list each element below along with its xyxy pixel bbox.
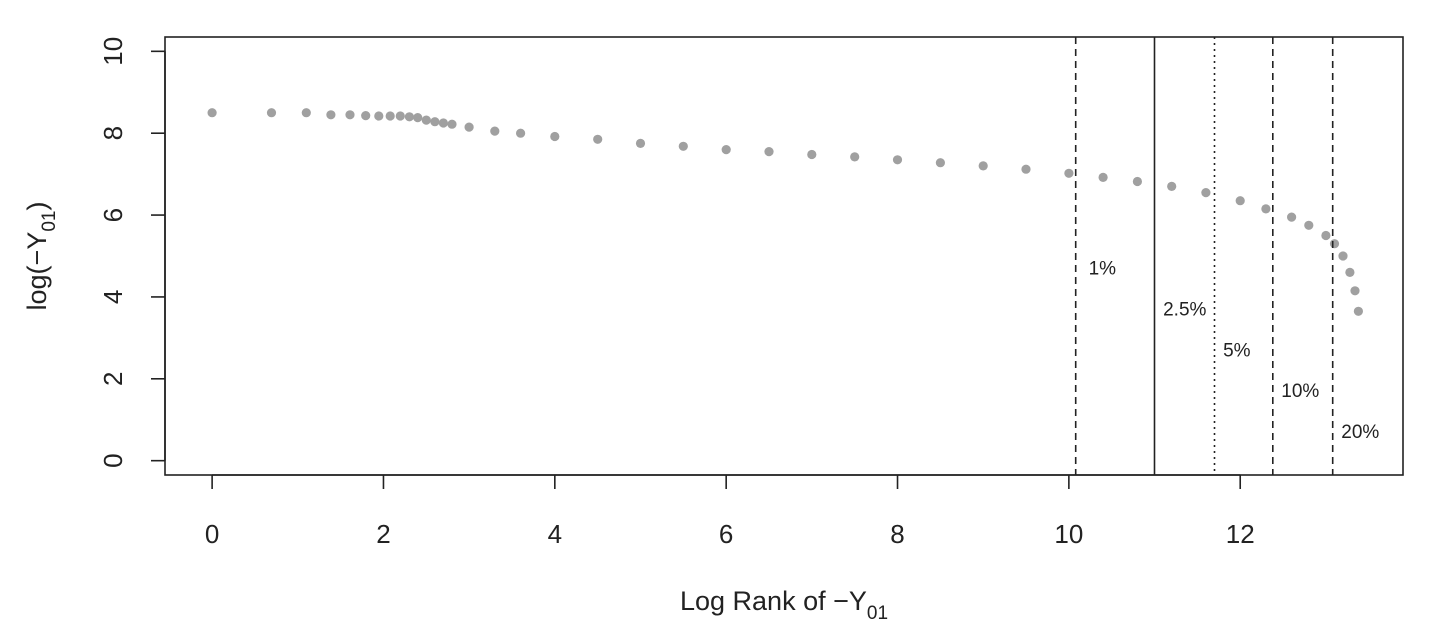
- data-point: [345, 110, 355, 120]
- data-point: [447, 119, 457, 129]
- x-tick-label: 4: [548, 519, 562, 549]
- reference-lines: 1% 2.5% 5% 10% 20%: [1074, 37, 1379, 475]
- data-point: [1098, 172, 1108, 182]
- x-tick-label: 10: [1054, 519, 1083, 549]
- y-tick-label: 8: [98, 126, 128, 140]
- data-point: [978, 161, 988, 171]
- data-point: [550, 131, 560, 142]
- y-axis: 0 2 4 6 8 10: [98, 37, 166, 468]
- data-point: [326, 110, 336, 120]
- x-tick-label: 2: [376, 519, 390, 549]
- data-point: [464, 122, 474, 132]
- y-axis-title: log(−Y01): [22, 202, 60, 311]
- data-point: [678, 141, 688, 151]
- data-point: [935, 158, 946, 168]
- data-point: [807, 149, 817, 160]
- data-point: [301, 108, 311, 118]
- data-point: [850, 152, 860, 162]
- data-point: [1261, 204, 1271, 214]
- data-point: [516, 128, 526, 138]
- data-point: [764, 147, 774, 157]
- x-axis: 0 2 4 6 8 10 12: [205, 474, 1255, 549]
- reference-line-label: 5%: [1223, 340, 1251, 361]
- data-point: [395, 111, 405, 121]
- y-tick-label: 0: [98, 453, 128, 467]
- data-points: [207, 108, 1363, 316]
- data-point: [1021, 164, 1031, 174]
- data-point: [1353, 306, 1363, 316]
- data-point: [1132, 176, 1142, 187]
- y-tick-label: 4: [98, 290, 128, 304]
- data-point: [1201, 188, 1211, 198]
- data-point: [1167, 181, 1177, 191]
- data-point: [1350, 286, 1360, 296]
- data-point: [1329, 239, 1340, 249]
- plot-frame: [164, 36, 1404, 476]
- data-point: [1287, 212, 1297, 222]
- data-point: [490, 126, 500, 136]
- data-point: [721, 145, 731, 155]
- data-point: [413, 113, 423, 123]
- x-tick-label: 0: [205, 519, 219, 549]
- y-tick-label: 6: [98, 208, 128, 222]
- reference-line-label: 20%: [1341, 422, 1379, 443]
- data-point: [385, 111, 395, 121]
- x-tick-label: 8: [890, 519, 904, 549]
- data-point: [421, 115, 431, 125]
- data-point: [1235, 196, 1245, 206]
- data-point: [593, 134, 603, 144]
- reference-line-label: 1%: [1089, 258, 1117, 279]
- data-point: [374, 111, 384, 121]
- data-point: [1345, 267, 1355, 277]
- data-point: [438, 118, 448, 128]
- data-point: [361, 111, 371, 121]
- data-point: [266, 108, 277, 118]
- data-point: [892, 155, 903, 165]
- x-tick-label: 6: [719, 519, 733, 549]
- y-tick-label: 10: [98, 37, 128, 66]
- data-point: [635, 138, 646, 148]
- y-tick-label: 2: [98, 372, 128, 386]
- reference-line-label: 2.5%: [1163, 299, 1206, 320]
- x-axis-title: Log Rank of −Y01: [680, 586, 888, 624]
- x-tick-label: 12: [1226, 519, 1255, 549]
- data-point: [430, 117, 440, 127]
- data-point: [1338, 251, 1348, 261]
- data-point: [207, 108, 217, 118]
- data-point: [1321, 230, 1331, 241]
- data-point: [1064, 168, 1074, 178]
- data-point: [1304, 220, 1314, 230]
- reference-line-label: 10%: [1281, 381, 1319, 402]
- data-point: [404, 112, 414, 122]
